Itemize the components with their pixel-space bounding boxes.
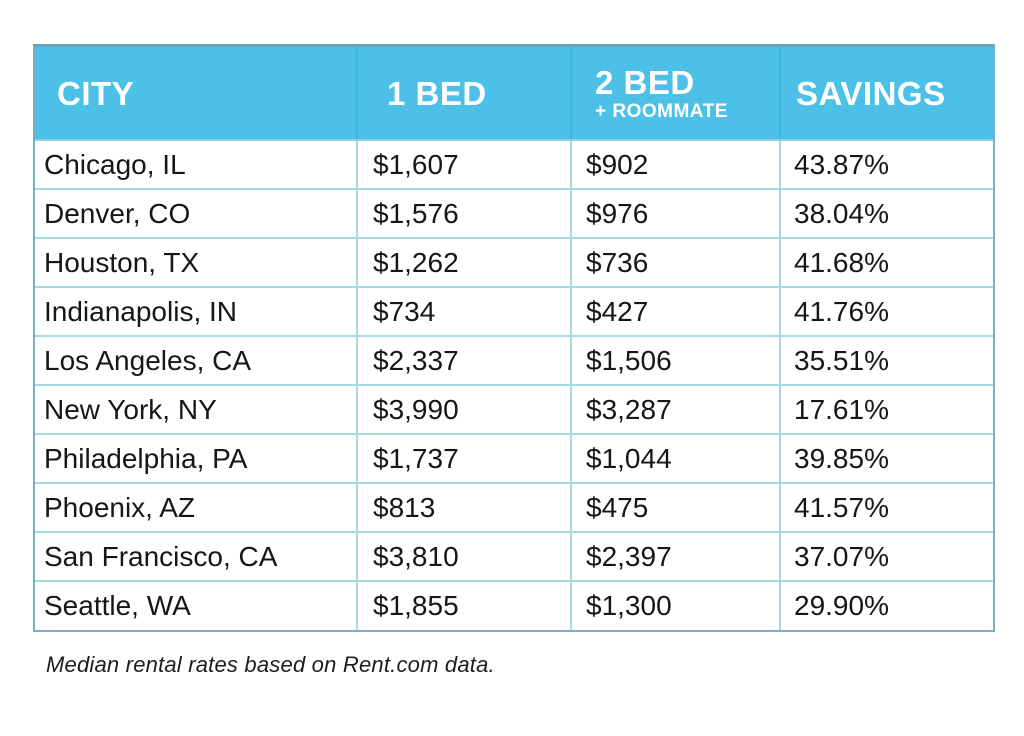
cell-1bed: $1,607 <box>356 139 572 190</box>
cell-2bed-roommate: $736 <box>570 237 781 288</box>
cell-1bed: $1,855 <box>356 580 572 630</box>
cell-savings: 38.04% <box>779 188 993 239</box>
header-label-city: CITY <box>57 74 135 112</box>
cell-2bed-roommate: $902 <box>570 139 781 190</box>
table-row: Philadelphia, PA $1,737 $1,044 39.85% <box>35 433 993 484</box>
rent-table: CITY 1 BED 2 BED + ROOMMATE SAVINGS <box>35 47 993 630</box>
cell-city: Philadelphia, PA <box>35 433 358 484</box>
cell-city: Denver, CO <box>35 188 358 239</box>
cell-2bed-roommate: $1,506 <box>570 335 781 386</box>
rental-comparison-table: CITY 1 BED 2 BED + ROOMMATE SAVINGS <box>33 44 995 632</box>
cell-savings: 41.68% <box>779 237 993 288</box>
table-row: San Francisco, CA $3,810 $2,397 37.07% <box>35 531 993 582</box>
table-header: CITY 1 BED 2 BED + ROOMMATE SAVINGS <box>35 47 993 141</box>
cell-2bed-roommate: $427 <box>570 286 781 337</box>
cell-2bed-roommate: $475 <box>570 482 781 533</box>
cell-2bed-roommate: $3,287 <box>570 384 781 435</box>
header-cell-1bed: 1 BED <box>356 47 572 141</box>
cell-city: Indianapolis, IN <box>35 286 358 337</box>
cell-city: Chicago, IL <box>35 139 358 190</box>
cell-1bed: $1,262 <box>356 237 572 288</box>
cell-savings: 29.90% <box>779 580 993 630</box>
cell-2bed-roommate: $1,044 <box>570 433 781 484</box>
cell-city: Phoenix, AZ <box>35 482 358 533</box>
cell-city: Houston, TX <box>35 237 358 288</box>
table-body: Chicago, IL $1,607 $902 43.87% Denver, CO $1,… <box>35 139 993 630</box>
cell-city: San Francisco, CA <box>35 531 358 582</box>
header-sublabel-roommate: + ROOMMATE <box>595 100 728 122</box>
header-cell-city: CITY <box>35 47 358 141</box>
header-cell-2bed-roommate: 2 BED + ROOMMATE <box>570 47 781 141</box>
header-label-savings: SAVINGS <box>796 74 946 112</box>
cell-1bed: $1,737 <box>356 433 572 484</box>
cell-1bed: $3,990 <box>356 384 572 435</box>
header-cell-savings: SAVINGS <box>779 47 993 141</box>
header-row: CITY 1 BED 2 BED + ROOMMATE SAVINGS <box>35 47 993 141</box>
cell-1bed: $734 <box>356 286 572 337</box>
cell-1bed: $2,337 <box>356 335 572 386</box>
table-row: Seattle, WA $1,855 $1,300 29.90% <box>35 580 993 630</box>
cell-savings: 41.76% <box>779 286 993 337</box>
cell-1bed: $3,810 <box>356 531 572 582</box>
table-row: Phoenix, AZ $813 $475 41.57% <box>35 482 993 533</box>
table-row: Houston, TX $1,262 $736 41.68% <box>35 237 993 288</box>
cell-city: Seattle, WA <box>35 580 358 630</box>
cell-savings: 37.07% <box>779 531 993 582</box>
cell-savings: 43.87% <box>779 139 993 190</box>
header-label-2bed: 2 BED <box>595 63 695 101</box>
cell-city: New York, NY <box>35 384 358 435</box>
header-label-1bed: 1 BED <box>387 74 487 112</box>
cell-city: Los Angeles, CA <box>35 335 358 386</box>
cell-savings: 41.57% <box>779 482 993 533</box>
cell-2bed-roommate: $1,300 <box>570 580 781 630</box>
cell-2bed-roommate: $2,397 <box>570 531 781 582</box>
cell-savings: 39.85% <box>779 433 993 484</box>
cell-1bed: $813 <box>356 482 572 533</box>
cell-1bed: $1,576 <box>356 188 572 239</box>
table-row: Indianapolis, IN $734 $427 41.76% <box>35 286 993 337</box>
table-row: New York, NY $3,990 $3,287 17.61% <box>35 384 993 435</box>
cell-savings: 17.61% <box>779 384 993 435</box>
table-row: Denver, CO $1,576 $976 38.04% <box>35 188 993 239</box>
table-row: Los Angeles, CA $2,337 $1,506 35.51% <box>35 335 993 386</box>
cell-2bed-roommate: $976 <box>570 188 781 239</box>
cell-savings: 35.51% <box>779 335 993 386</box>
table-row: Chicago, IL $1,607 $902 43.87% <box>35 139 993 190</box>
footnote: Median rental rates based on Rent.com da… <box>46 652 495 677</box>
